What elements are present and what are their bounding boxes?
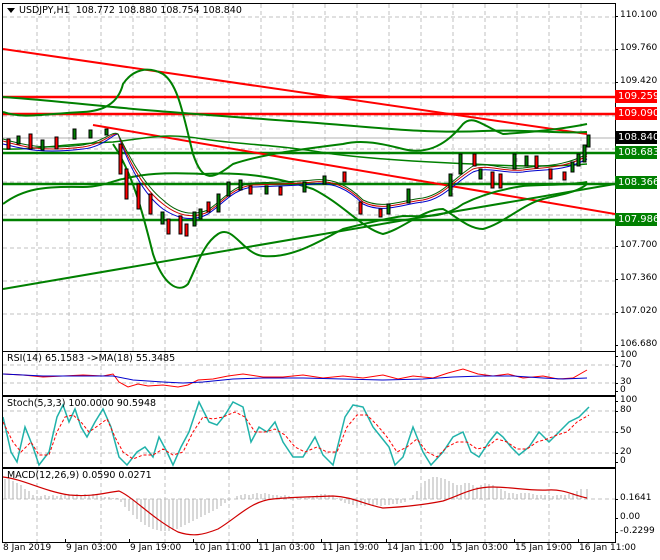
macd-tick: 0.1641 — [615, 493, 652, 503]
price-tick: 106.680 — [614, 339, 658, 349]
macd-tick: 0.00 — [614, 512, 641, 522]
grid — [3, 4, 615, 351]
chart-title: USDJPY,H1 108.772 108.880 108.754 108.84… — [7, 5, 242, 16]
price-tick: 110.100 — [614, 10, 658, 20]
price-tick: 109.420 — [614, 76, 658, 86]
price-label-107986: 107.986 — [615, 213, 659, 226]
stoch-tick: 50 — [614, 426, 632, 436]
ma-green — [3, 132, 588, 214]
ma-blue — [3, 133, 588, 220]
price-axis: 110.100 109.760 109.420 107.700 107.360 … — [614, 0, 660, 350]
macd-axis: 0.1641 0.00 -0.2299 — [614, 468, 660, 541]
price-label-108366: 108.366 — [615, 176, 659, 189]
candlesticks — [6, 128, 591, 237]
price-label-108683: 108.683 — [615, 146, 659, 159]
rsi-tick: 100 — [614, 350, 638, 360]
stoch-axis: 100 80 50 20 0 — [614, 395, 660, 466]
time-label: 16 Jan 11:00 — [578, 539, 636, 553]
rsi-pane[interactable]: RSI(14) 65.1583 ->MA(18) 55.3485 — [2, 351, 616, 396]
symbol-label: USDJPY,H1 — [19, 5, 70, 16]
price-tick: 109.760 — [614, 43, 658, 53]
stoch-tick: 0 — [615, 456, 626, 466]
rsi-tick: 30 — [614, 377, 632, 387]
current-price-label: 108.840 — [615, 131, 659, 144]
price-plot — [3, 4, 615, 351]
price-tick: 107.360 — [614, 273, 658, 283]
macd-tick: -0.2299 — [615, 526, 655, 536]
time-label: 11 Jan 19:00 — [321, 539, 379, 553]
time-label: 15 Jan 03:00 — [450, 539, 508, 553]
stoch-d-line — [3, 411, 590, 460]
macd-signal-line — [3, 476, 588, 536]
time-label: 9 Jan 03:00 — [64, 539, 118, 553]
ohlc-values: 108.772 108.880 108.754 108.840 — [75, 5, 242, 16]
time-label: 10 Jan 11:00 — [193, 539, 251, 553]
stoch-tick: 100 — [614, 395, 638, 405]
stoch-plot — [3, 397, 615, 467]
support-trendline — [3, 183, 615, 290]
price-label-109090: 109.090 — [615, 107, 659, 120]
bollinger-lower-2 — [112, 143, 588, 289]
rsi-plot — [3, 352, 615, 395]
resistance-trendline-upper — [3, 48, 588, 135]
rsi-tick: 70 — [614, 360, 632, 370]
envelope-upper-slow — [3, 96, 588, 134]
stoch-tick: 80 — [614, 405, 632, 415]
macd-plot — [3, 469, 615, 542]
price-chart-pane[interactable]: USDJPY,H1 108.772 108.880 108.754 108.84… — [2, 3, 616, 352]
price-tick: 107.700 — [614, 240, 658, 250]
time-label: 8 Jan 2019 — [1, 539, 52, 553]
stoch-title: Stoch(5,3,3) 100.0000 90.5948 — [7, 398, 157, 409]
ma-red — [3, 133, 588, 217]
bollinger-upper — [3, 68, 588, 177]
stochastic-pane[interactable]: Stoch(5,3,3) 100.0000 90.5948 — [2, 396, 616, 468]
rsi-title: RSI(14) 65.1583 ->MA(18) 55.3485 — [7, 353, 176, 364]
rsi-tick: 0 — [615, 385, 626, 395]
macd-pane[interactable]: MACD(12,26,9) 0.0590 0.0271 — [2, 468, 616, 543]
bollinger-lower — [3, 172, 588, 236]
macd-title: MACD(12,26,9) 0.0590 0.0271 — [7, 470, 152, 481]
price-tick: 107.020 — [614, 306, 658, 316]
macd-histogram — [4, 477, 588, 531]
time-label: 15 Jan 19:00 — [514, 539, 572, 553]
time-label: 9 Jan 19:00 — [128, 539, 182, 553]
rsi-ma-line — [3, 373, 588, 384]
price-label-109259: 109.259 — [615, 90, 659, 103]
stoch-k-line — [3, 400, 590, 467]
time-label: 11 Jan 03:00 — [257, 539, 315, 553]
dropdown-triangle-icon[interactable] — [7, 8, 15, 13]
stoch-tick: 20 — [614, 447, 632, 457]
time-label: 14 Jan 11:00 — [386, 539, 444, 553]
rsi-axis: 100 70 30 0 — [614, 350, 660, 395]
